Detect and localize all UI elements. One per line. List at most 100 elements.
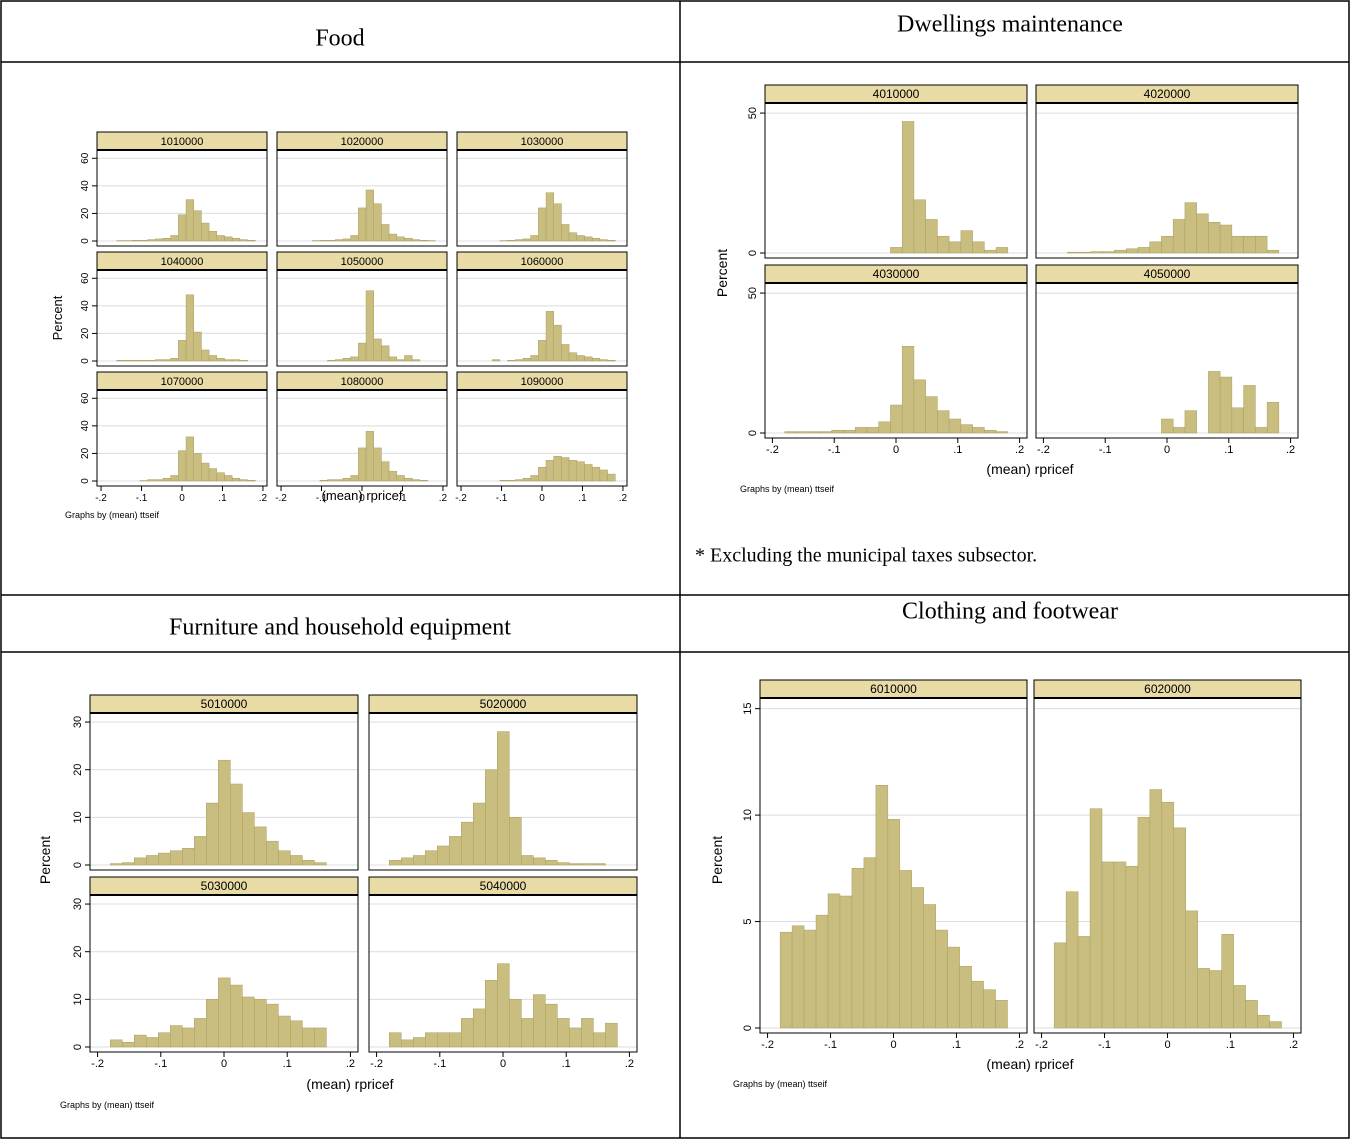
histogram-bar: [855, 427, 867, 433]
histogram-bar: [523, 239, 531, 241]
panel-label: 6010000: [870, 682, 917, 696]
y-tick-label: 0: [742, 1025, 754, 1031]
histogram-bar: [425, 851, 437, 865]
histogram-bar: [557, 863, 569, 865]
panel-label: 1020000: [341, 136, 384, 148]
panel: 1030000: [457, 132, 627, 246]
panel-label: 6020000: [1144, 682, 1191, 696]
histogram-bar: [924, 905, 936, 1028]
histogram-bar: [902, 121, 914, 253]
histogram-bar: [218, 978, 230, 1047]
histogram-bar: [937, 236, 949, 253]
panel-label: 5020000: [480, 697, 527, 711]
histogram-bar: [405, 355, 413, 361]
histogram-bar: [132, 240, 140, 241]
histogram-bar: [1246, 1000, 1258, 1028]
histogram-bar: [240, 480, 248, 481]
histogram-bar: [879, 422, 891, 433]
histogram-bar: [508, 360, 516, 361]
x-tick-label: .2: [619, 493, 628, 504]
histogram-bar: [278, 1016, 290, 1047]
histogram-bar: [405, 238, 413, 241]
histogram-bar: [500, 480, 508, 481]
histogram-bar: [412, 480, 420, 481]
histogram-bar: [1255, 427, 1267, 433]
y-tick-label: 20: [80, 327, 91, 339]
histogram-bar: [1114, 862, 1126, 1028]
figure-title: Food: [315, 26, 364, 52]
panel-label: 4010000: [873, 87, 920, 101]
histogram-bar: [122, 1042, 134, 1047]
histogram-bar: [497, 964, 509, 1047]
histogram-bar: [1234, 985, 1246, 1028]
figure-note: Graphs by (mean) ttseif: [60, 1100, 155, 1110]
histogram-bar: [1161, 419, 1173, 433]
y-tick-label: 40: [80, 300, 91, 312]
histogram-bar: [554, 325, 562, 361]
histogram-bar: [437, 1033, 449, 1047]
histogram-bar: [171, 475, 179, 481]
histogram-bar: [1258, 1015, 1270, 1028]
histogram-bar: [230, 985, 242, 1047]
histogram-figure: Clothing and footwear6010000051015-.2-.1…: [709, 599, 1301, 1090]
histogram-bar: [186, 437, 194, 481]
histogram-bar: [569, 353, 577, 361]
histogram-bar: [242, 997, 254, 1047]
figure-note: Graphs by (mean) ttseif: [65, 510, 160, 520]
y-axis-title: Percent: [709, 836, 725, 884]
histogram-bar: [110, 864, 122, 865]
x-tick-label: 0: [179, 493, 185, 504]
histogram-bar: [1102, 862, 1114, 1028]
histogram-bar: [397, 360, 405, 361]
histogram-bar: [335, 240, 343, 241]
histogram-bar: [973, 242, 985, 253]
y-tick-label: 20: [80, 447, 91, 459]
histogram-bar: [328, 480, 336, 481]
histogram-bar: [225, 237, 233, 241]
histogram-bar: [497, 732, 509, 865]
histogram-bar: [585, 237, 593, 241]
histogram-bar: [521, 855, 533, 865]
panel-label: 1060000: [521, 256, 564, 268]
histogram-bar: [217, 235, 225, 241]
histogram-bar: [948, 947, 960, 1028]
x-tick-label: 0: [1164, 444, 1170, 456]
panel: 5020000: [369, 695, 637, 870]
histogram-bar: [1091, 252, 1103, 253]
histogram-bar: [155, 239, 163, 241]
histogram-bar: [914, 380, 926, 433]
histogram-bar: [785, 432, 797, 433]
histogram-bar: [937, 411, 949, 433]
histogram-bar: [961, 425, 973, 433]
histogram-bar: [554, 204, 562, 241]
y-tick-label: 50: [747, 107, 759, 119]
histogram-bar: [146, 1037, 158, 1047]
histogram-bar: [876, 785, 888, 1028]
panel-background: [1036, 283, 1298, 438]
y-tick-label: 0: [72, 862, 84, 868]
histogram-bar: [194, 1018, 206, 1047]
x-tick-label: .2: [439, 493, 448, 504]
panel-label: 1010000: [161, 136, 204, 148]
x-tick-label: -.2: [766, 444, 779, 456]
histogram-bar: [996, 247, 1008, 253]
histogram-bar: [1174, 828, 1186, 1028]
histogram-bar: [374, 204, 382, 241]
y-tick-label: 0: [80, 358, 91, 364]
histogram-bar: [182, 848, 194, 865]
y-tick-label: 20: [80, 207, 91, 219]
histogram-bar: [1138, 247, 1150, 253]
histogram-bar: [302, 860, 314, 865]
histogram-bar: [240, 240, 248, 241]
histogram-bar: [608, 474, 616, 481]
histogram-bar: [314, 1028, 326, 1047]
x-tick-label: -.1: [496, 493, 508, 504]
histogram-bar: [1208, 371, 1220, 433]
histogram-bar: [225, 360, 233, 361]
